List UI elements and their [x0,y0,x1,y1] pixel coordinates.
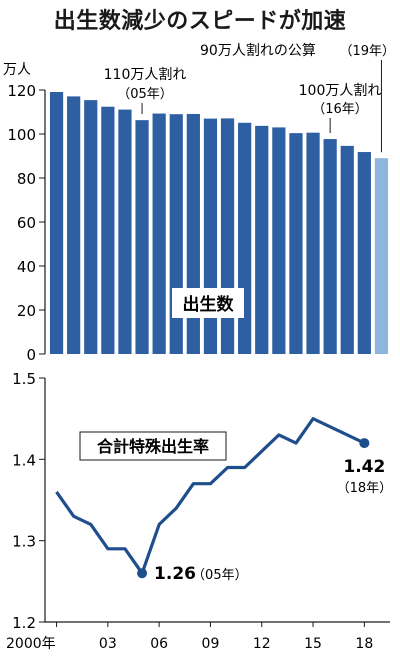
bar-y-tick-label: 80 [17,170,36,188]
bar-y-tick-label: 0 [26,346,36,364]
bar-birth-2013 [272,127,286,355]
bar-y-tick-label: 20 [17,302,36,320]
bar-birth-2017 [340,145,354,354]
bar-y-tick-label: 120 [7,82,36,100]
line-inner-label-box [79,431,227,461]
line-x-tick-label: 2000年 [6,636,56,652]
bar-birth-2007 [169,114,183,354]
line-y-tick-label: 1.2 [12,614,36,632]
bar-y-tick-label: 60 [17,214,36,232]
line-x-tick-label: 18 [355,636,373,652]
line-point-2018 [359,438,370,449]
line-series-fertility [55,417,366,575]
bar-birth-2016 [323,139,337,354]
bar-birth-2019 [374,158,389,354]
bar-y-tick-label: 100 [7,126,36,144]
bar-birth-2004 [118,109,132,354]
bar-y-tick-label: 40 [17,258,36,276]
bar-inner-label: 出生数 [183,294,235,315]
bar-birth-2006 [152,113,166,354]
bar-birth-2002 [84,100,98,355]
bar-annotation-sub: （19年） [339,44,395,59]
line-callout-value: 1.26 [154,564,196,584]
chart-title: 出生数減少のスピードが加速 [53,9,347,34]
line-x-tick-label: 03 [99,636,117,652]
line-x-tick-label: 09 [202,636,220,652]
bar-annotation-label: 90万人割れの公算 [200,42,316,59]
bar-annotation-sub: （16年） [312,102,368,117]
bar-birth-2003 [101,106,115,354]
line-callout-sub: （18年） [337,481,393,496]
line-x-tick-label: 15 [304,636,322,652]
bar-birth-2010 [220,118,235,354]
bar-birth-2009 [203,118,218,354]
bar-birth-2005 [135,120,149,354]
line-callout-sub: （05年） [192,568,248,583]
bar-birth-2012 [255,125,269,354]
bar-inner-label-box [172,288,244,318]
line-y-tick-label: 1.3 [12,533,36,551]
bar-annotation-sub: （05年） [117,87,173,102]
bar-birth-2000 [49,91,64,354]
bar-unit-label: 万人 [3,62,31,78]
line-inner-label: 合計特殊出生率 [97,437,209,456]
bar-birth-2014 [289,133,303,354]
bar-annotation-label: 100万人割れ [299,82,382,99]
bar-birth-2011 [238,122,252,354]
line-x-tick-label: 06 [150,636,168,652]
bar-birth-2015 [306,132,320,354]
line-y-tick-label: 1.5 [12,370,36,388]
line-x-tick-label: 12 [253,636,271,652]
line-point-2005 [137,568,148,579]
line-y-tick-label: 1.4 [12,451,36,469]
bar-birth-2001 [67,96,81,354]
line-callout-value: 1.42 [343,457,385,477]
bar-annotation-label: 110万人割れ [104,66,187,83]
bar-birth-2018 [357,152,371,354]
